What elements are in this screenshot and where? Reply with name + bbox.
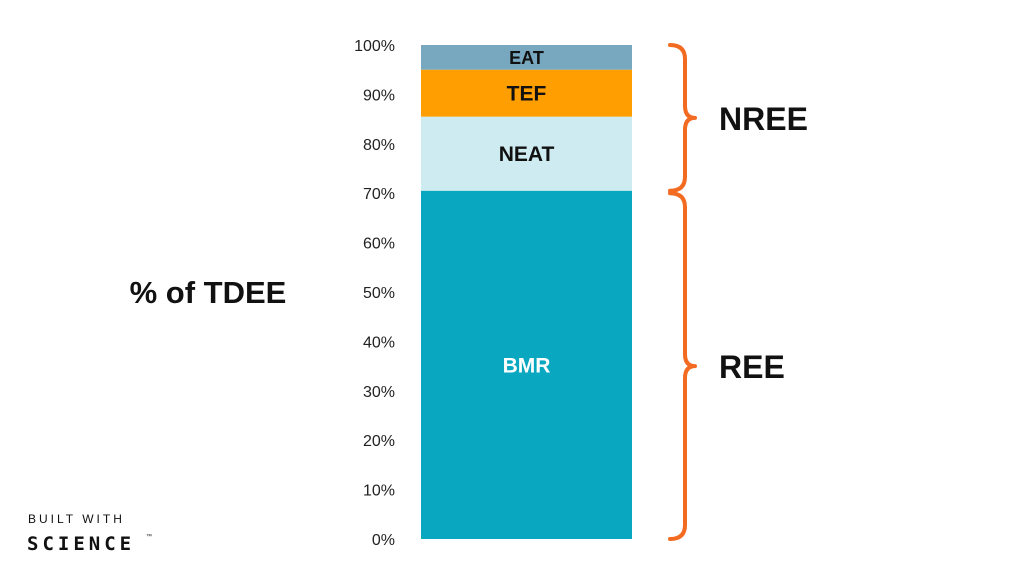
y-tick-label: 40% [363,334,395,351]
y-tick-label: 0% [372,532,395,549]
segment-label-tef: TEF [507,83,547,106]
braces: NREE REE [668,43,808,541]
segment-label-bmr: BMR [503,354,551,377]
y-tick-label: 60% [363,236,395,253]
bar-segment-tef [421,69,632,117]
bar-segment-eat [421,45,632,70]
bar-segment-bmr [421,190,632,540]
brand-line-1: BUILT WITH [28,512,125,526]
brace-ree [668,191,697,541]
y-tick-label: 70% [363,186,395,203]
y-tick-label: 20% [363,433,395,450]
brand-logo: BUILT WITH SCIENCE ™ [27,512,152,555]
brand-line-2: SCIENCE [27,533,135,555]
bar-segments [421,45,632,540]
y-tick-label: 50% [363,285,395,302]
y-tick-label: 10% [363,483,395,500]
y-axis-label: % of TDEE [130,275,287,310]
y-tick-label: 90% [363,87,395,104]
y-tick-label: 30% [363,384,395,401]
segment-label-eat: EAT [509,48,544,68]
brand-trademark: ™ [146,533,152,540]
y-tick-label: 80% [363,137,395,154]
segment-labels: BMR NEAT TEF EAT [499,48,555,378]
bar-segment-neat [421,116,632,191]
y-axis-ticks: 0% 10% 20% 30% 40% 50% 60% 70% 80% 90% 100% [354,38,395,549]
brace-label-ree: REE [719,349,785,385]
segment-label-neat: NEAT [499,143,555,166]
brace-nree [668,43,697,193]
y-tick-label: 100% [354,38,395,55]
brace-label-nree: NREE [719,101,808,137]
